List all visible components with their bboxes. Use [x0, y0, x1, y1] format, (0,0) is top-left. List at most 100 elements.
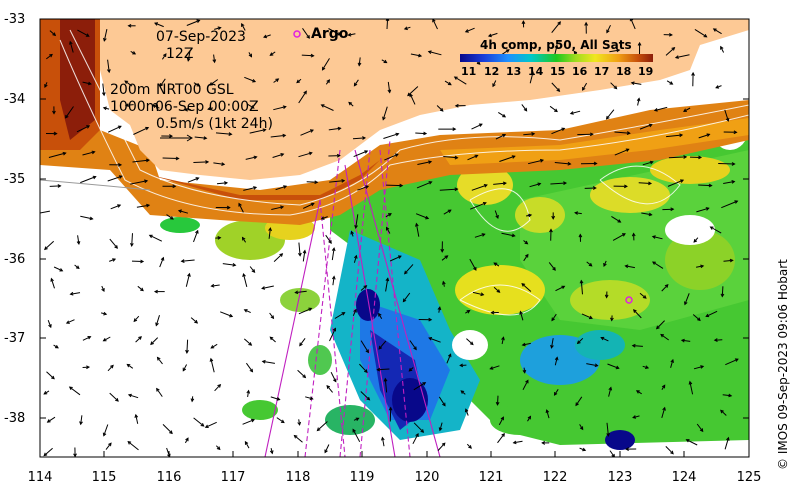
- current-vector-head: [394, 153, 399, 157]
- current-vector-head: [160, 256, 165, 261]
- current-vector-head: [352, 428, 356, 433]
- current-vector-head: [243, 309, 248, 313]
- current-vector: [495, 134, 506, 140]
- current-vector-head: [365, 185, 370, 189]
- current-vector-head: [418, 53, 423, 58]
- current-vector: [652, 261, 664, 269]
- x-tick-label: 122: [542, 470, 568, 485]
- current-vector-head: [209, 82, 214, 86]
- current-vector-head: [671, 46, 676, 51]
- current-vector: [103, 424, 109, 436]
- scale-label: 0.5m/s (1kt 24h): [156, 116, 273, 132]
- current-vector: [705, 310, 718, 317]
- current-vector-head: [306, 35, 310, 39]
- current-vector: [661, 407, 666, 419]
- current-vector-head: [661, 384, 666, 389]
- x-tick-label: 114: [27, 470, 53, 485]
- current-vector-head: [664, 284, 669, 288]
- current-vector-head: [376, 367, 381, 372]
- current-vector: [409, 93, 416, 105]
- current-vector: [298, 91, 307, 104]
- current-vector: [358, 57, 361, 66]
- hour-label: 12Z: [166, 46, 194, 62]
- current-vector: [384, 378, 388, 393]
- current-vector: [665, 47, 675, 56]
- current-vector: [527, 159, 544, 165]
- current-vector: [725, 358, 739, 366]
- current-vector-head: [182, 367, 187, 372]
- current-vector: [222, 263, 236, 266]
- current-vector-head: [631, 232, 636, 237]
- current-vector-head: [302, 374, 307, 379]
- current-vector-head: [720, 409, 724, 414]
- current-vector-head: [115, 398, 119, 402]
- current-vector: [325, 234, 332, 244]
- current-vector-head: [102, 432, 107, 437]
- colorbar-tick: 19: [638, 65, 654, 78]
- current-vector-head: [505, 49, 510, 53]
- current-vector-head: [428, 160, 433, 164]
- current-vector-head: [447, 353, 452, 358]
- current-vector-head: [500, 416, 504, 421]
- current-vector: [243, 186, 257, 191]
- current-vector: [49, 185, 61, 187]
- current-vector-head: [117, 125, 122, 129]
- current-vector: [82, 151, 95, 156]
- velocity-contours: [59, 29, 749, 316]
- current-vector-head: [454, 103, 459, 108]
- current-vector: [44, 240, 55, 250]
- current-vector: [357, 185, 369, 191]
- current-vector-head: [728, 393, 733, 398]
- current-vector-head: [442, 280, 446, 285]
- current-vector: [294, 435, 303, 443]
- current-vector-head: [203, 136, 208, 140]
- current-vector-head: [495, 215, 499, 219]
- current-vector-head: [321, 66, 326, 71]
- current-vector: [166, 214, 174, 220]
- current-vector: [132, 159, 149, 163]
- current-vector: [272, 153, 284, 158]
- current-vector: [493, 286, 500, 293]
- current-vector-head: [670, 207, 675, 212]
- current-vector-head: [625, 148, 630, 152]
- current-vector: [302, 203, 315, 209]
- current-vector-head: [155, 322, 159, 327]
- current-vector: [633, 309, 642, 319]
- current-vector: [332, 276, 335, 286]
- current-vector: [328, 28, 341, 36]
- current-vector: [546, 409, 550, 419]
- current-vector: [383, 133, 399, 139]
- current-vector-head: [556, 88, 561, 92]
- current-vector: [607, 363, 619, 369]
- current-vector-head: [337, 126, 342, 131]
- current-vector-head: [670, 450, 674, 455]
- current-vector: [689, 381, 694, 395]
- current-vector-head: [705, 207, 710, 211]
- current-vector: [554, 389, 559, 396]
- current-vector: [498, 111, 506, 118]
- current-vector-head: [270, 315, 275, 320]
- current-vector-head: [655, 325, 660, 330]
- current-vector: [105, 442, 112, 450]
- current-vector-head: [153, 289, 158, 294]
- current-vector: [436, 105, 444, 112]
- current-vector-head: [69, 40, 73, 45]
- current-vector: [102, 83, 105, 96]
- current-vector: [378, 340, 387, 350]
- current-vector-head: [487, 33, 492, 38]
- current-vector-head: [387, 213, 392, 217]
- current-vector-head: [333, 378, 337, 383]
- current-vector-head: [183, 107, 188, 112]
- current-vector-head: [632, 415, 637, 419]
- current-vector-head: [378, 345, 383, 350]
- current-vector: [271, 206, 284, 210]
- current-vector-head: [382, 116, 386, 121]
- current-vector: [157, 357, 163, 365]
- current-vector-head: [347, 32, 352, 37]
- current-vector-head: [269, 450, 274, 455]
- current-vector-head: [605, 115, 610, 120]
- current-vector-head: [501, 432, 505, 437]
- current-vector-head: [683, 108, 687, 112]
- current-vector: [186, 339, 189, 353]
- current-vector: [555, 285, 565, 292]
